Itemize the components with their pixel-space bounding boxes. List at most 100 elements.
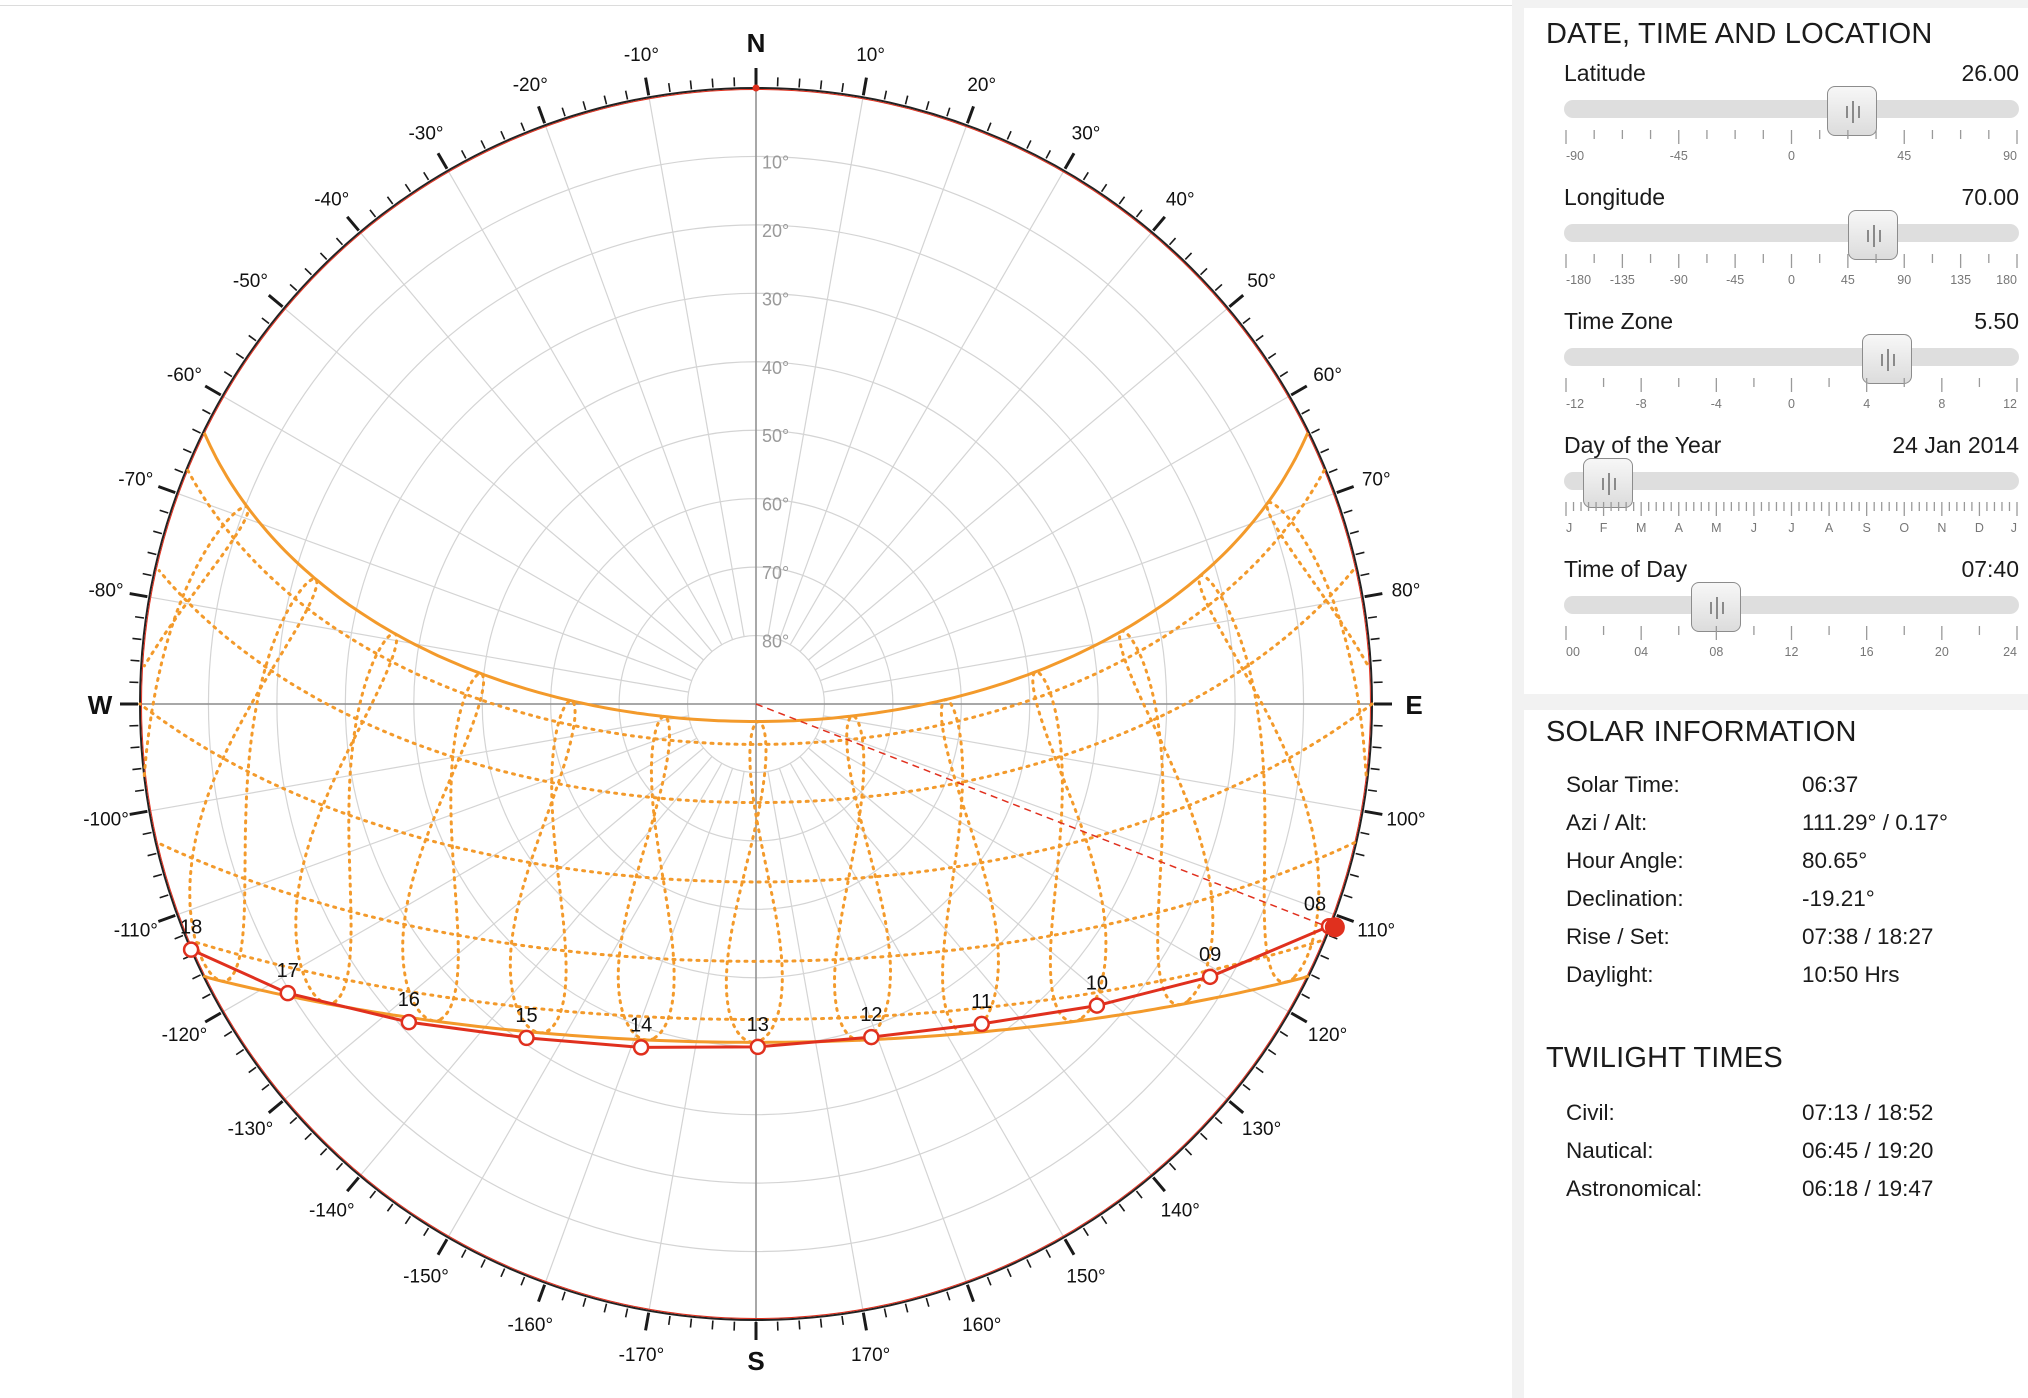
hour-marker[interactable] <box>182 941 200 958</box>
azimuth-spoke <box>778 768 968 1284</box>
azimuth-label: 60° <box>1313 365 1342 386</box>
hour-label: 16 <box>398 989 420 1011</box>
hour-marker[interactable] <box>863 1028 880 1046</box>
tick-label: -45 <box>1726 273 1744 287</box>
timezone-slider[interactable]: Time Zone 5.50 -12 -8 -4 0 4 8 12 <box>1564 308 2019 428</box>
tick-label: J <box>1566 521 1572 535</box>
rim-tick <box>346 215 360 232</box>
current-sun-marker[interactable] <box>1324 917 1345 938</box>
azimuth-label: -80° <box>88 580 123 601</box>
latitude-thumb[interactable] <box>1826 86 1877 136</box>
tick-label: D <box>1975 521 1984 535</box>
rim-tick <box>1006 1268 1012 1278</box>
analemma-loop <box>1265 500 1369 780</box>
rim-tick <box>1082 171 1089 181</box>
sun-path-diagram: 10° 20° 30° 40° 50° 60° 70° 80° 100° 110° 120° 130°… <box>0 0 1512 1398</box>
rim-tick <box>335 1162 344 1171</box>
hour-marker[interactable] <box>400 1013 418 1031</box>
tick-label: -12 <box>1566 397 1584 411</box>
grip-icon <box>1845 101 1860 123</box>
rim-tick <box>1063 1238 1076 1256</box>
timezone-track[interactable] <box>1564 348 2019 366</box>
hour-marker[interactable] <box>518 1029 535 1047</box>
azimuth-spoke <box>814 737 1290 1013</box>
rim-tick <box>861 1312 868 1331</box>
azimuth-label: -30° <box>408 123 443 144</box>
rim-tick <box>1135 1190 1143 1199</box>
time-of-day-slider[interactable]: Time of Day 07:40 00 04 08 12 16 20 24 <box>1564 556 2019 676</box>
hour-marker[interactable] <box>749 1038 767 1056</box>
altitude-label: 50° <box>762 426 789 446</box>
tick-label: S <box>1862 521 1870 535</box>
azimuth-label: 80° <box>1392 580 1421 601</box>
hour-marker[interactable] <box>1088 997 1106 1014</box>
rim-tick <box>235 1048 245 1056</box>
azimuth-spoke <box>823 596 1363 693</box>
longitude-track[interactable] <box>1564 224 2019 242</box>
day-of-year-slider[interactable]: Day of the Year 24 Jan 2014 J F M A M J J A S O N D… <box>1564 432 2019 552</box>
timezone-value: 5.50 <box>1974 308 2019 334</box>
azimuth-spoke <box>799 231 1153 652</box>
rim-tick <box>192 974 201 980</box>
azimuth-label: 170° <box>851 1345 890 1366</box>
tick-label: -135 <box>1610 273 1635 287</box>
rim-tick <box>624 90 629 100</box>
rim-tick <box>202 993 211 1000</box>
rim-tick <box>129 592 148 599</box>
rim-tick <box>1045 150 1052 159</box>
rim-tick <box>304 1132 313 1141</box>
analemma-loop <box>294 631 399 1006</box>
hour-marker[interactable] <box>1201 968 1219 986</box>
tick-label: 8 <box>1938 397 1945 411</box>
grip-icon <box>1866 225 1881 247</box>
time-of-day-track[interactable] <box>1564 596 2019 614</box>
rim-tick <box>1336 485 1355 495</box>
azimuth-label: -160° <box>507 1315 553 1336</box>
rise-set-value: 07:38 / 18:27 <box>1802 924 1934 949</box>
rim-tick <box>667 1315 671 1326</box>
day-of-year-thumb[interactable] <box>1583 458 1634 508</box>
azimuth-label: 100° <box>1386 810 1425 831</box>
azimuth-spoke <box>149 715 689 812</box>
time-of-day-thumb[interactable] <box>1690 582 1741 632</box>
rim-tick <box>134 615 145 619</box>
rim-tick <box>1152 1176 1166 1193</box>
hour-marker[interactable] <box>973 1015 990 1033</box>
declination-key: Declination: <box>1566 886 1684 911</box>
tick-label: J <box>2011 521 2017 535</box>
solar-row-solar-time: Solar Time: 06:37 <box>1566 772 2006 810</box>
polar-chart[interactable]: 10° 20° 30° 40° 50° 60° 70° 80° 100° 110° 120° 130°… <box>0 0 1512 1398</box>
longitude-slider[interactable]: Longitude 70.00 -180 -135 -90 -45 0 45 90 135 18… <box>1564 184 2019 304</box>
azimuth-label: 40° <box>1166 189 1195 210</box>
rim-tick <box>204 1011 222 1024</box>
timezone-thumb[interactable] <box>1862 334 1913 384</box>
rim-tick <box>1343 509 1353 514</box>
azimuth-spoke <box>544 124 734 640</box>
latitude-slider[interactable]: Latitude 26.00 -90 -45 0 45 90 <box>1564 60 2019 180</box>
twilight-table: Civil: 07:13 / 18:52 Nautical: 06:45 / 19:… <box>1566 1100 2006 1214</box>
rim-tick <box>1364 809 1383 816</box>
longitude-ticks: -180 -135 -90 -45 0 45 90 135 180 <box>1565 254 2018 287</box>
latitude-track[interactable] <box>1564 100 2019 118</box>
time-of-day-ticks: 00 04 08 12 16 20 24 <box>1565 626 2018 659</box>
rim-tick <box>204 384 222 397</box>
tick-label: 08 <box>1709 645 1723 659</box>
compass-north-label: N <box>747 28 766 58</box>
rim-tick <box>346 1176 360 1193</box>
hour-marker[interactable] <box>279 984 297 1002</box>
azimuth-spoke <box>808 747 1229 1101</box>
analemma-loop <box>508 699 577 1035</box>
rim-tick <box>904 95 909 105</box>
azi-alt-key: Azi / Alt: <box>1566 810 1648 835</box>
hour-marker[interactable] <box>632 1039 650 1056</box>
rim-tick <box>1279 1030 1289 1037</box>
declination-value: -19.21° <box>1802 886 1875 911</box>
altitude-label: 70° <box>762 563 789 583</box>
azimuth-label: -60° <box>167 365 202 386</box>
rim-tick <box>1199 1132 1208 1141</box>
rim-tick <box>223 371 233 378</box>
rim-tick <box>1311 974 1320 980</box>
longitude-thumb[interactable] <box>1847 210 1898 260</box>
day-of-year-track[interactable] <box>1564 472 2019 490</box>
tick-label: 45 <box>1841 273 1855 287</box>
